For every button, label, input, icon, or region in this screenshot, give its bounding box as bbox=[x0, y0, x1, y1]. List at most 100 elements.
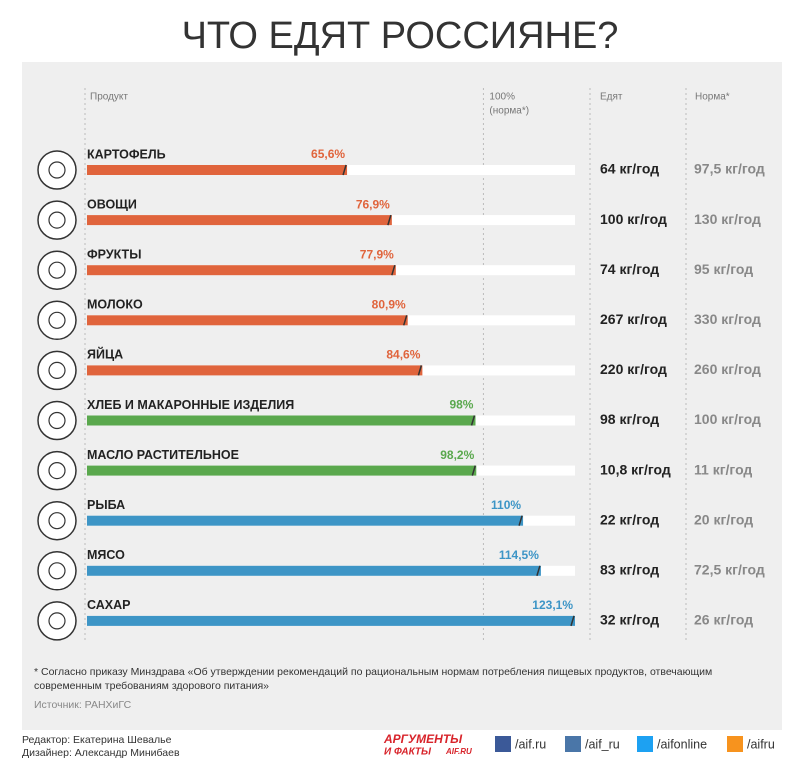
icon-circle bbox=[37, 350, 77, 391]
category-label: МЯСО bbox=[87, 548, 125, 562]
social-link: /aif.ru bbox=[515, 737, 546, 751]
bar-end bbox=[342, 164, 347, 176]
eaten-value: 22 кг/год bbox=[600, 511, 659, 527]
bar bbox=[87, 365, 423, 376]
bar-end bbox=[536, 565, 541, 577]
logo[interactable]: АРГУМЕНТЫ И ФАКТЫ AIF.RU bbox=[383, 732, 472, 757]
bar-end bbox=[470, 415, 476, 426]
bar bbox=[87, 465, 477, 476]
panel bbox=[22, 62, 782, 730]
icon-glyph bbox=[48, 261, 66, 279]
eaten-value: 64 кг/год bbox=[600, 161, 659, 177]
norm-value: 97,5 кг/год bbox=[694, 161, 765, 177]
icon bbox=[37, 250, 77, 290]
norm-value: 26 кг/год bbox=[694, 612, 753, 628]
eaten-value: 267 кг/год bbox=[600, 311, 667, 327]
column-header: Едят bbox=[600, 92, 623, 103]
category-label: КАРТОФЕЛЬ bbox=[87, 147, 166, 161]
category-label: ОВОЩИ bbox=[87, 197, 137, 211]
category-label: ХЛЕБ И МАКАРОННЫЕ ИЗДЕЛИЯ bbox=[87, 398, 294, 412]
bar-end bbox=[402, 315, 408, 326]
icon-glyph bbox=[48, 462, 66, 480]
icon-circle bbox=[37, 250, 77, 290]
icon bbox=[37, 601, 77, 641]
x-tick-label: 100% bbox=[489, 92, 515, 103]
bar bbox=[87, 215, 392, 226]
social-link: /aifonline bbox=[657, 737, 707, 751]
bar-end bbox=[570, 615, 575, 627]
icon-glyph bbox=[48, 211, 66, 229]
value-label: 98,2% bbox=[440, 448, 474, 462]
bar bbox=[87, 415, 476, 426]
eaten-value: 98 кг/год bbox=[600, 411, 659, 427]
category-label: ЯЙЦА bbox=[87, 347, 123, 362]
icon bbox=[37, 350, 77, 391]
icon bbox=[37, 300, 77, 341]
icon bbox=[37, 500, 77, 541]
norm-value: 130 кг/год bbox=[694, 211, 761, 227]
norm-value: 330 кг/год bbox=[694, 311, 761, 327]
value-label: 114,5% bbox=[499, 548, 539, 562]
logo-text: И ФАКТЫ bbox=[384, 747, 432, 758]
value-label: 65,6% bbox=[311, 147, 345, 161]
value-label: 98% bbox=[449, 398, 473, 412]
footnote: * Согласно приказу Минздрава «Об утвержд… bbox=[34, 666, 712, 692]
source: Источник: РАНХиГС bbox=[34, 699, 132, 711]
norm-value: 11 кг/год bbox=[694, 461, 752, 477]
icon-glyph bbox=[48, 361, 66, 379]
social-link: /aif_ru bbox=[585, 737, 620, 751]
norm-value: 20 кг/год bbox=[694, 511, 753, 527]
icon-circle bbox=[37, 200, 77, 240]
bar bbox=[87, 165, 348, 175]
social-icon[interactable] bbox=[495, 736, 511, 752]
bar bbox=[87, 315, 408, 326]
value-label: 84,6% bbox=[386, 348, 420, 362]
icon-circle bbox=[37, 150, 77, 190]
norm-value: 260 кг/год bbox=[694, 361, 761, 377]
icon-glyph bbox=[48, 512, 66, 530]
icon bbox=[37, 200, 77, 240]
bar-end bbox=[471, 465, 477, 476]
category-label: ФРУКТЫ bbox=[87, 247, 141, 261]
social-icon[interactable] bbox=[565, 736, 581, 752]
social-icon[interactable] bbox=[637, 736, 653, 752]
bar bbox=[87, 265, 396, 276]
bar bbox=[87, 515, 524, 526]
icon-glyph bbox=[48, 161, 66, 179]
eaten-value: 74 кг/год bbox=[600, 261, 659, 277]
social-link: /aifru bbox=[747, 737, 775, 751]
x-tick-note: (норма*) bbox=[489, 106, 529, 117]
icon-glyph bbox=[48, 562, 66, 580]
value-label: 77,9% bbox=[360, 247, 394, 261]
eaten-value: 10,8 кг/год bbox=[600, 461, 671, 477]
column-header: Продукт bbox=[90, 92, 128, 103]
social-icon[interactable] bbox=[727, 736, 743, 752]
category-label: САХАР bbox=[87, 598, 130, 612]
icon-glyph bbox=[48, 411, 66, 430]
category-label: МАСЛО РАСТИТЕЛЬНОЕ bbox=[87, 448, 239, 462]
icon-circle bbox=[37, 450, 77, 491]
icon-circle bbox=[37, 601, 77, 641]
bar bbox=[87, 565, 541, 576]
bar-end bbox=[391, 264, 396, 276]
icon-circle bbox=[37, 400, 77, 441]
value-label: 110% bbox=[491, 498, 521, 512]
editor: Редактор: Екатерина Шевалье bbox=[22, 734, 172, 746]
designer: Дизайнер: Александр Минибаев bbox=[22, 747, 180, 759]
chart-title: ЧТО ЕДЯТ РОССИЯНЕ? bbox=[182, 15, 619, 57]
eaten-value: 32 кг/год bbox=[600, 612, 659, 628]
category-label: РЫБА bbox=[87, 498, 125, 512]
column-header: Норма* bbox=[695, 92, 730, 103]
bar-end bbox=[387, 214, 392, 226]
eaten-value: 100 кг/год bbox=[600, 211, 667, 227]
norm-value: 72,5 кг/год bbox=[694, 562, 765, 578]
icon-glyph bbox=[48, 311, 66, 329]
icon bbox=[37, 150, 77, 190]
logo-text: АРГУМЕНТЫ bbox=[383, 732, 463, 746]
footnote-line: современным требованиям здорового питани… bbox=[34, 680, 269, 692]
eaten-value: 220 кг/год bbox=[600, 361, 667, 377]
category-label: МОЛОКО bbox=[87, 298, 143, 312]
value-label: 76,9% bbox=[356, 197, 390, 211]
icon-glyph bbox=[48, 612, 66, 630]
